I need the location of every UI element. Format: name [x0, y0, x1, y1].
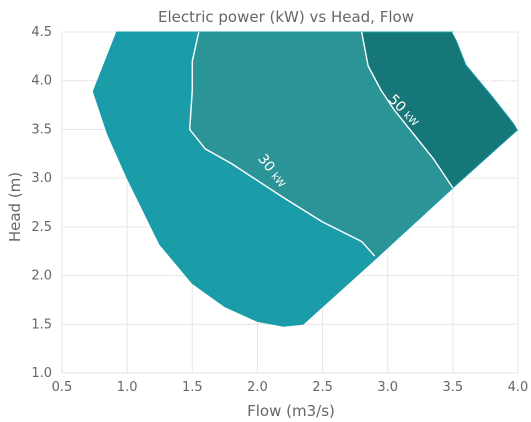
y-tick-label: 2.5 — [31, 220, 52, 235]
x-tick-label: 1.5 — [182, 380, 203, 395]
x-tick-label: 2.5 — [312, 380, 333, 395]
x-axis-label: Flow (m3/s) — [247, 402, 335, 420]
y-tick-label: 2.0 — [31, 269, 52, 284]
y-tick-label: 1.5 — [31, 317, 52, 332]
x-tick-label: 2.0 — [247, 380, 268, 395]
x-tick-label: 4.0 — [508, 380, 529, 395]
chart-title: Electric power (kW) vs Head, Flow — [158, 8, 414, 26]
x-tick-label: 3.5 — [443, 380, 464, 395]
x-tick-label: 3.0 — [377, 380, 398, 395]
x-tick-label: 1.0 — [117, 380, 138, 395]
y-tick-label: 3.5 — [31, 122, 52, 137]
y-tick-label: 4.0 — [31, 74, 52, 89]
fill-layer — [93, 22, 524, 326]
y-axis-label: Head (m) — [6, 172, 24, 242]
y-tick-label: 3.0 — [31, 171, 52, 186]
y-tick-label: 1.0 — [31, 366, 52, 381]
y-tick-label: 4.5 — [31, 25, 52, 40]
x-tick-label: 0.5 — [52, 380, 73, 395]
